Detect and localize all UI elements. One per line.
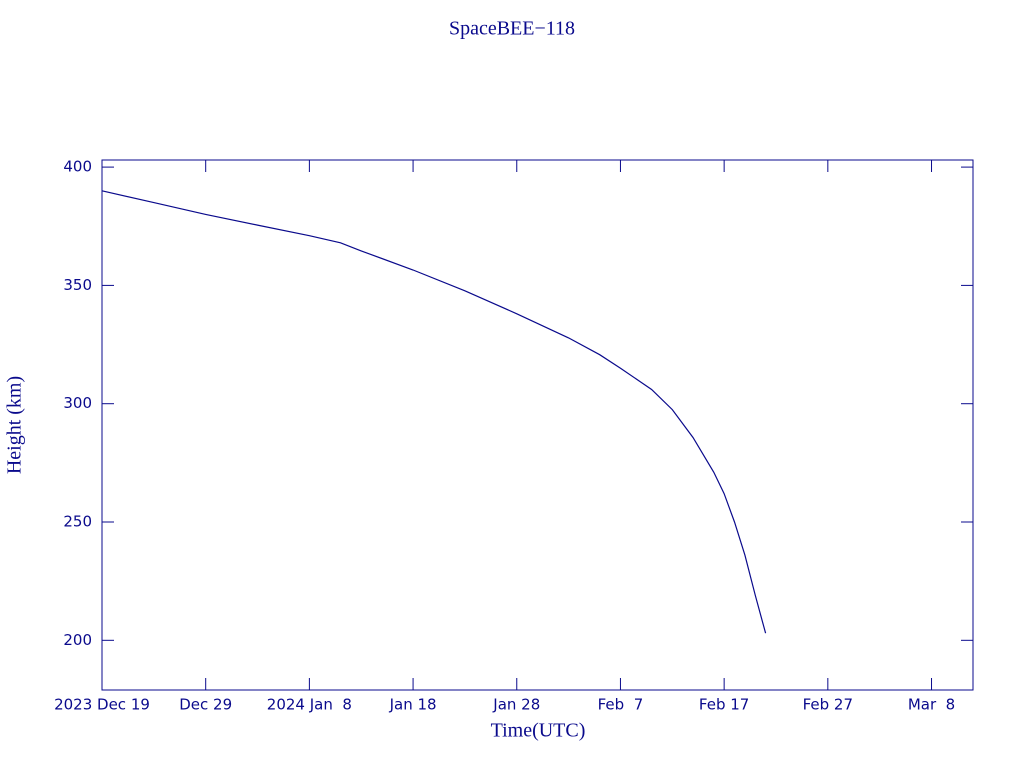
y-tick-label: 400	[63, 158, 92, 176]
plot-frame	[101, 159, 974, 691]
y-tick-label: 350	[63, 276, 92, 294]
x-tick-label: Feb 7	[598, 696, 644, 714]
x-tick-label: 2023 Dec 19	[54, 696, 150, 714]
y-tick-label: 200	[63, 631, 92, 649]
data-line	[101, 190, 767, 634]
x-tick-label: Mar 8	[908, 696, 955, 714]
y-tick-label: 250	[63, 513, 92, 531]
y-tick-label: 300	[63, 394, 92, 412]
x-tick-label: Feb 27	[803, 696, 853, 714]
x-axis-label: Time(UTC)	[491, 720, 586, 742]
x-tick-label: Dec 29	[179, 696, 232, 714]
chart-title: SpaceBEE−118	[449, 18, 575, 40]
x-tick-label: 2024 Jan 8	[267, 696, 352, 714]
x-tick-label: Feb 17	[699, 696, 749, 714]
y-axis-label: Height (km)	[4, 376, 26, 474]
x-tick-label: Jan 28	[492, 696, 540, 714]
x-tick-label: Jan 18	[389, 696, 437, 714]
